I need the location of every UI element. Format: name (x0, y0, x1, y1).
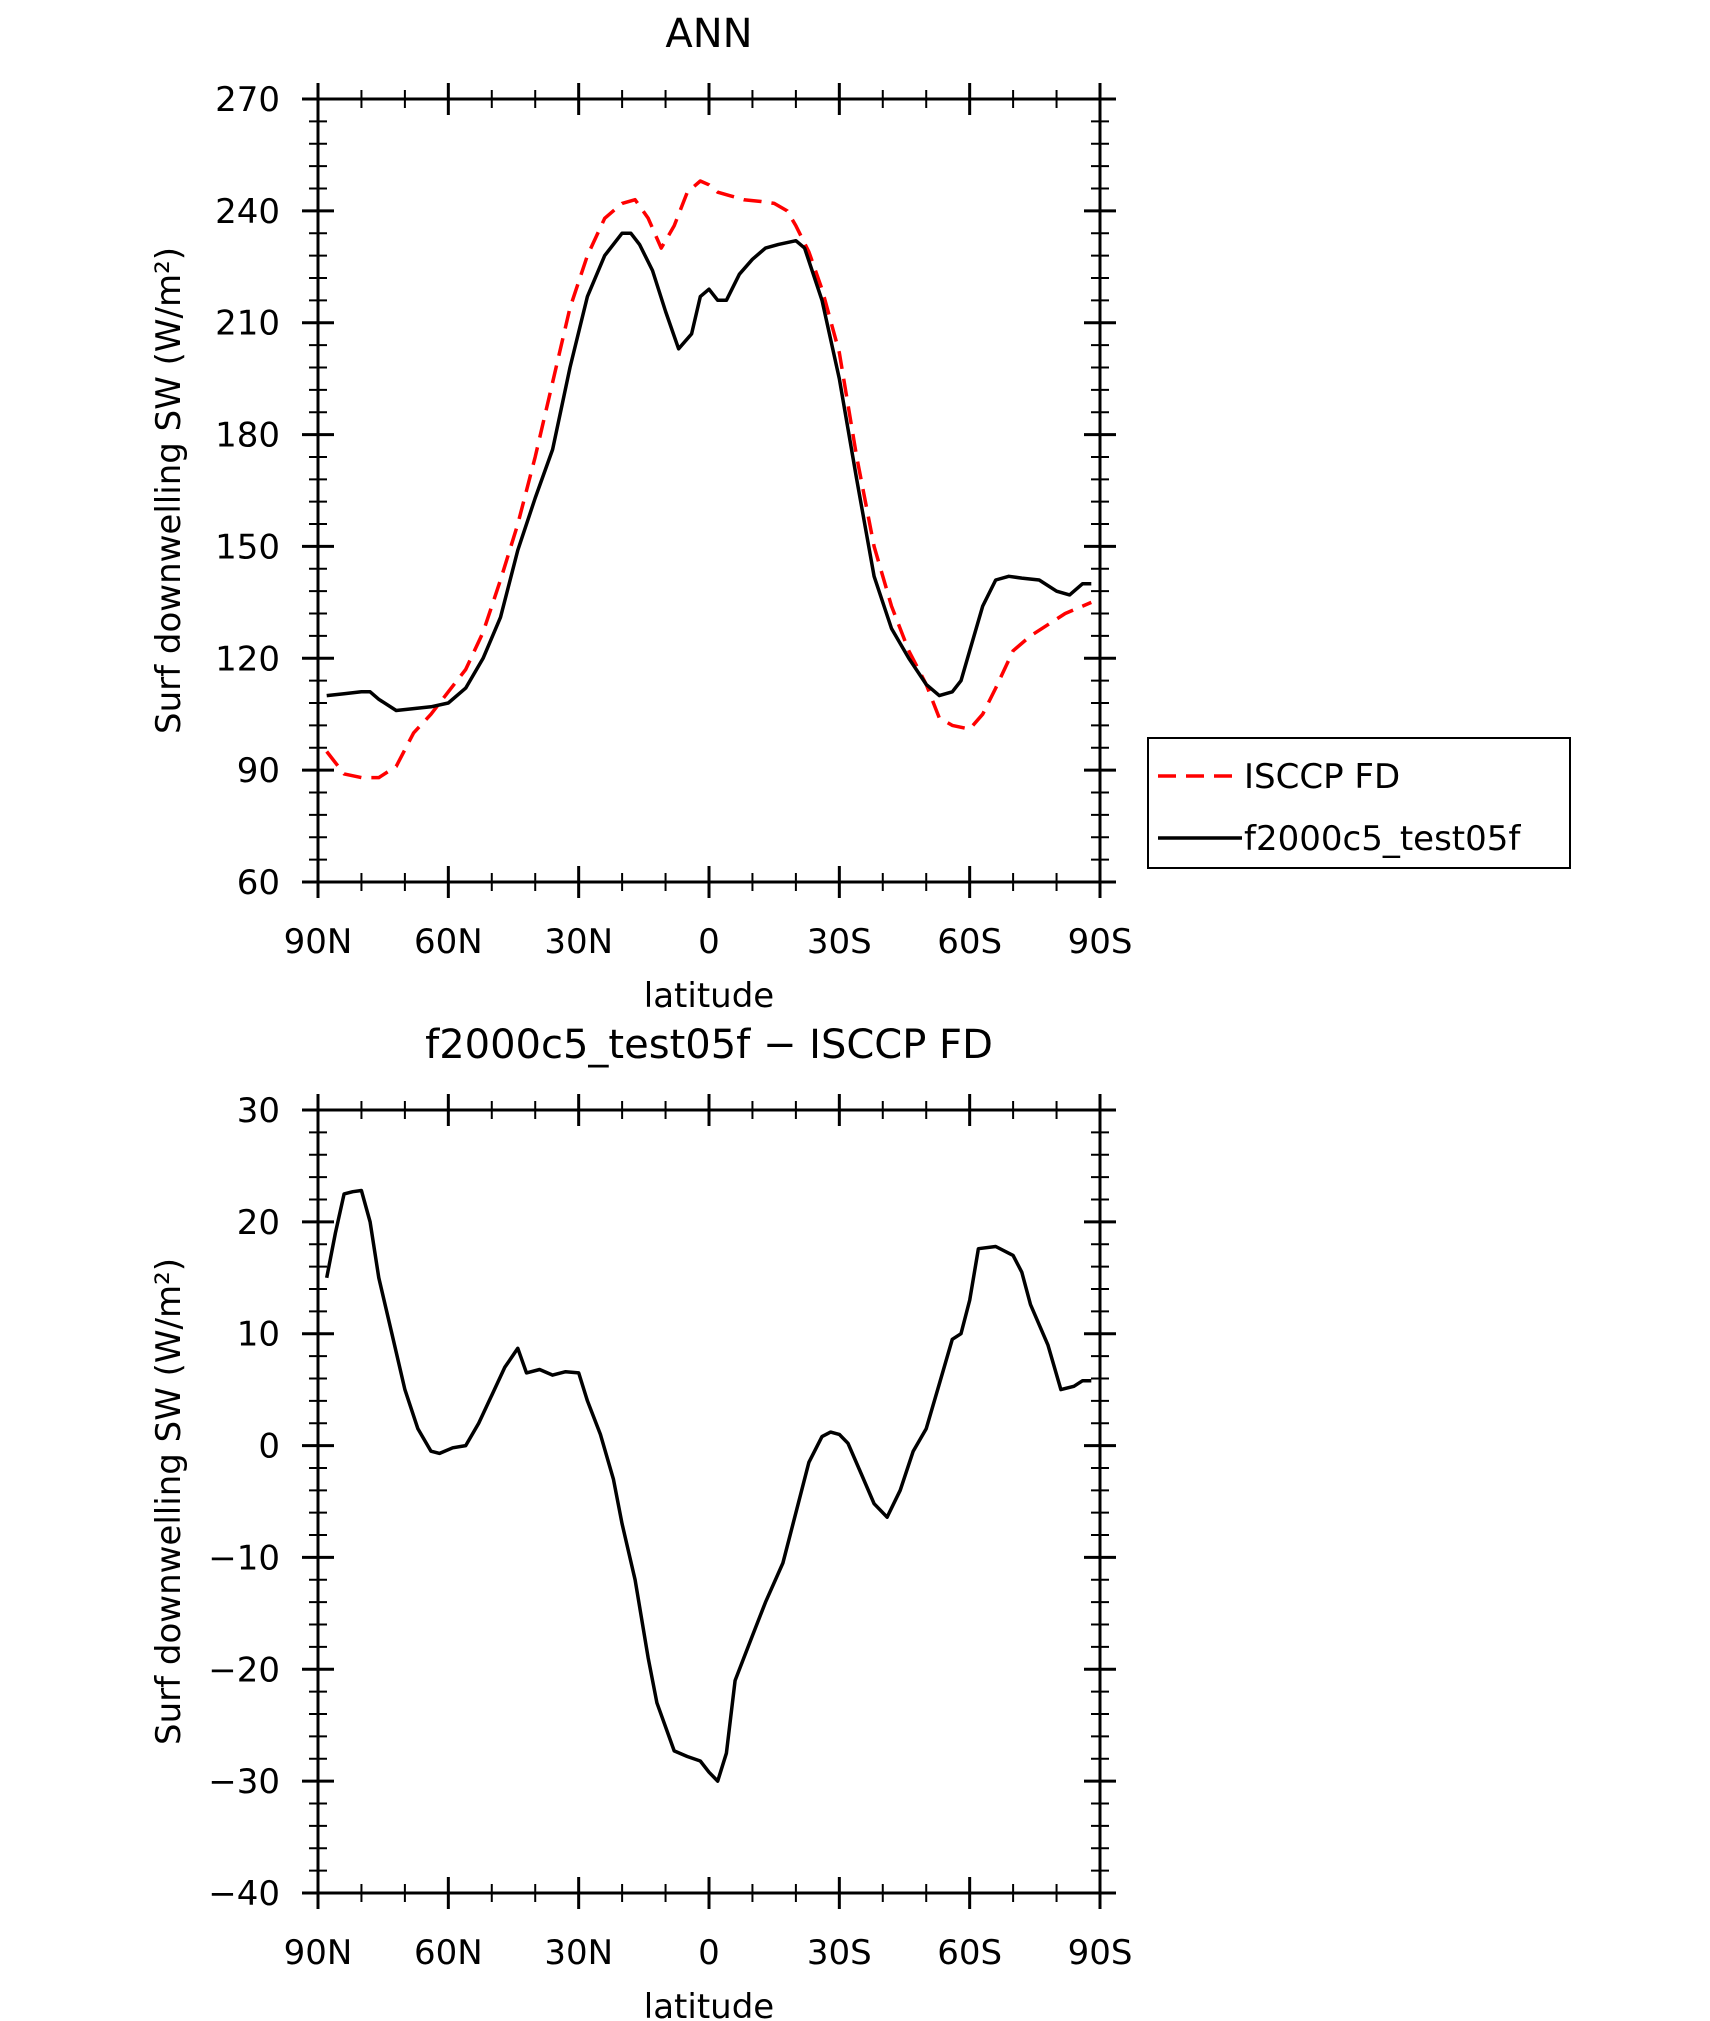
y-tick-label: 210 (215, 304, 280, 344)
x-axis-label: latitude (644, 1987, 774, 2021)
x-tick-label: 60N (414, 922, 483, 962)
y-tick-label: 150 (215, 527, 280, 567)
series-line-difference (324, 1188, 1092, 1783)
y-axis-label: Surf downwelling SW (W/m²) (149, 247, 189, 734)
y-tick-label: 60 (237, 863, 280, 903)
x-tick-label: 60S (937, 1933, 1002, 1973)
x-tick-label: 90N (284, 922, 353, 962)
x-tick-label: 90N (284, 1933, 353, 1973)
y-tick-label: 10 (237, 1315, 280, 1355)
y-tick-label: −20 (208, 1650, 280, 1690)
bottom-panel: −40 −30 −20 −10 0 10 20 30 90N 60N 30N 0 30S 60S 90S f2… (149, 1022, 1132, 2021)
x-tick-label: 90S (1068, 1933, 1133, 1973)
y-tick-label: −10 (208, 1538, 280, 1578)
y-tick-label: 30 (237, 1091, 280, 1131)
legend-box (1147, 737, 1571, 869)
y-axis-label: Surf downwelling SW (W/m²) (149, 1258, 189, 1745)
y-tick-label: 240 (215, 192, 280, 232)
y-tick-label: 0 (258, 1427, 280, 1467)
x-tick-label: 60N (414, 1933, 483, 1973)
x-tick-label: 30S (807, 922, 872, 962)
y-tick-label: −40 (208, 1874, 280, 1914)
x-tick-label: 30N (544, 922, 613, 962)
x-tick-label: 90S (1068, 922, 1133, 962)
series-line-isccp-fd (325, 179, 1092, 780)
top-panel: 60 90 120 150 180 210 240 270 90N 60N 30N 0 30S 60S 90… (149, 11, 1571, 1016)
y-tick-label: −30 (208, 1762, 280, 1802)
chart-title: f2000c5_test05f − ISCCP FD (425, 1022, 993, 1068)
legend: ISCCP FD f2000c5_test05f (1147, 737, 1571, 869)
chart-title: ANN (665, 11, 752, 57)
legend-entry-label: ISCCP FD (1244, 757, 1400, 797)
x-tick-label: 60S (937, 922, 1002, 962)
legend-entry-label: f2000c5_test05f (1244, 819, 1521, 859)
x-tick-label: 30N (544, 1933, 613, 1973)
y-tick-label: 180 (215, 416, 280, 456)
series-line-f2000c5-test05f (326, 231, 1092, 713)
x-axis-label: latitude (644, 976, 774, 1016)
y-tick-label: 90 (237, 751, 280, 791)
x-tick-label: 0 (698, 922, 720, 962)
y-tick-label: 20 (237, 1203, 280, 1243)
x-tick-label: 0 (698, 1933, 720, 1973)
y-tick-label: 120 (215, 639, 280, 679)
x-tick-label: 30S (807, 1933, 872, 1973)
y-tick-label: 270 (215, 80, 280, 120)
